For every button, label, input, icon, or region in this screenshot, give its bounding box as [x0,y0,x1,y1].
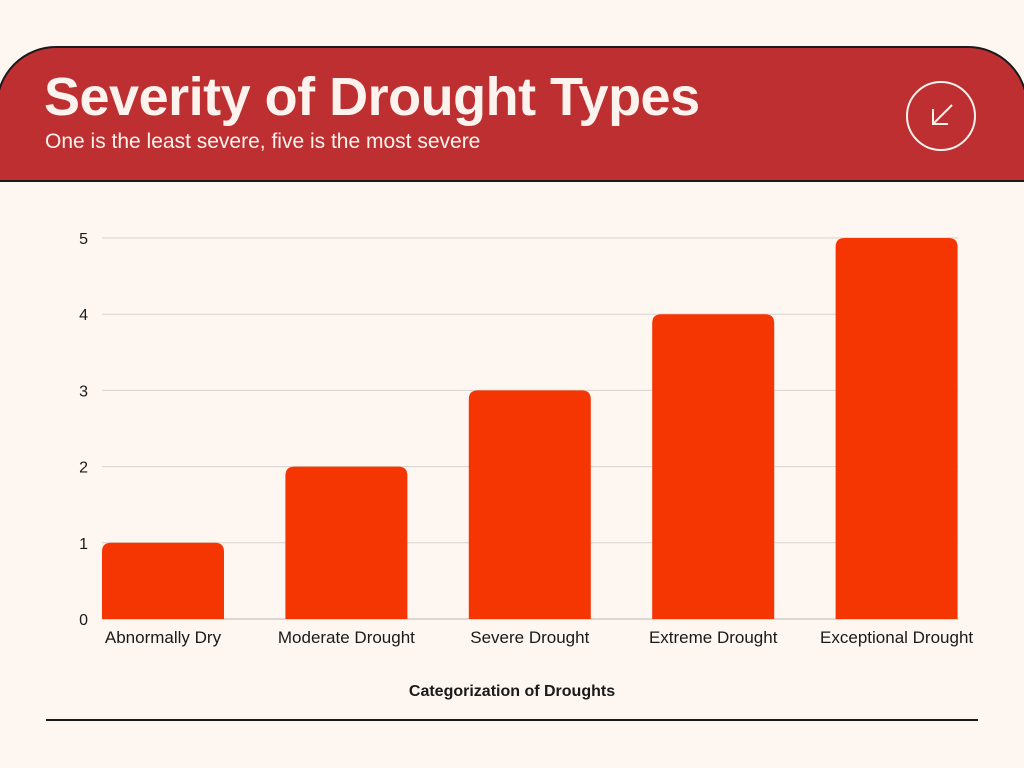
bar-abnormally-dry [102,542,224,619]
bar-severe-drought [468,390,591,619]
bar-exceptional-drought [835,238,958,619]
x-tick-label: Exceptional Drought [820,628,973,647]
chart-subtitle: One is the least severe, five is the mos… [45,130,481,153]
x-tick-label: Severe Drought [470,628,589,647]
footer-divider [46,719,978,721]
x-tick-label: Abnormally Dry [105,628,222,647]
y-tick-label: 1 [79,536,88,553]
x-tick-label: Moderate Drought [278,628,415,647]
y-tick-label: 2 [79,460,88,477]
header-banner [0,46,1024,182]
y-tick-label: 0 [79,612,88,629]
x-tick-label: Extreme Drought [649,628,778,647]
y-tick-label: 3 [79,383,88,400]
arrow-button[interactable] [906,81,976,151]
chart-title: Severity of Drought Types [44,67,700,127]
x-axis-label: Categorization of Droughts [409,683,615,700]
bar-extreme-drought [652,314,775,619]
bar-moderate-drought [285,466,408,619]
y-tick-label: 5 [79,231,88,248]
arrow-down-left-icon [932,104,953,125]
y-tick-label: 4 [79,307,88,324]
